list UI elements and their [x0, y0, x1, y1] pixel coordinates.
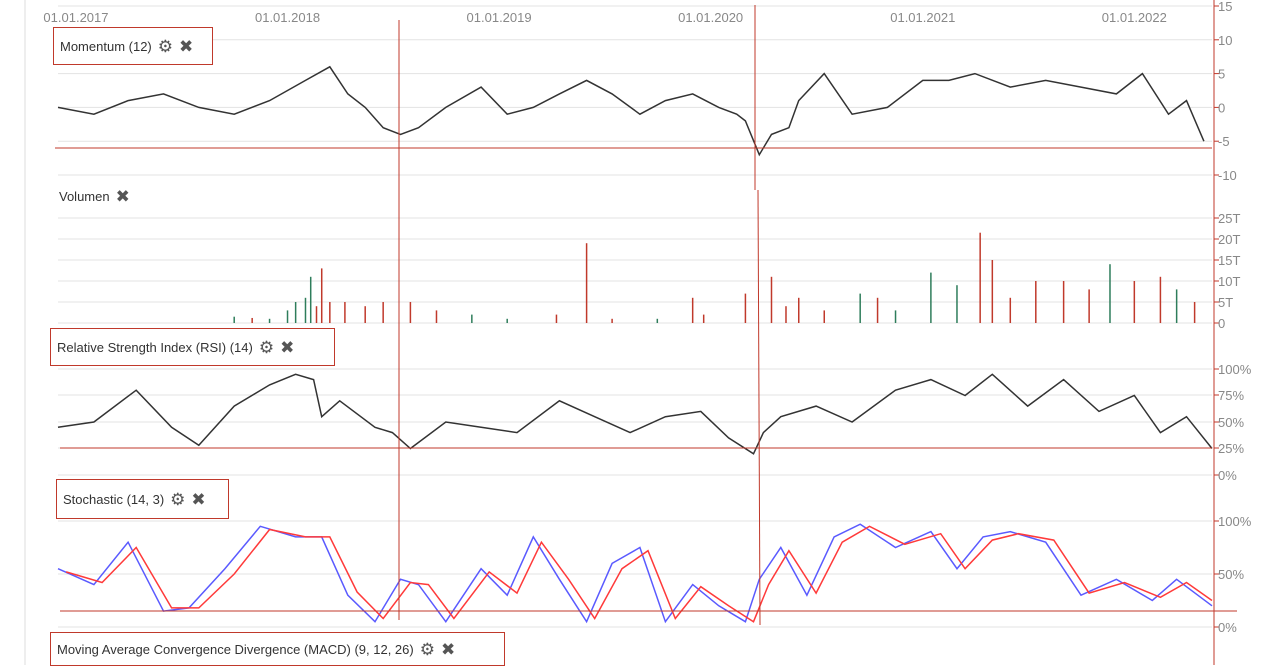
y-tick-label: 5T [1218, 295, 1233, 310]
y-tick-label: 100% [1218, 514, 1252, 529]
y-tick-label: 50% [1218, 415, 1244, 430]
close-icon[interactable]: ✖ [115, 186, 130, 206]
y-tick-label: 25% [1218, 441, 1244, 456]
close-icon[interactable]: ✖ [191, 489, 206, 509]
y-tick-label: 0 [1218, 316, 1225, 331]
y-tick-label: 5 [1218, 67, 1225, 82]
momentum-panel-header: Momentum (12) ⚙ ✖ [53, 27, 213, 65]
close-icon[interactable]: ✖ [280, 337, 295, 357]
close-icon[interactable]: ✖ [179, 36, 194, 56]
y-tick-label: 25T [1218, 211, 1240, 226]
gear-icon[interactable]: ⚙ [419, 639, 435, 659]
stochastic-k-line [57, 523, 1213, 624]
volume-panel-header: Volumen ✖ [59, 186, 130, 206]
x-tick-label: 01.01.2017 [43, 10, 108, 25]
y-tick-label: -5 [1218, 134, 1230, 149]
y-tick-label: 0% [1218, 620, 1237, 635]
momentum-title: Momentum (12) [60, 38, 152, 54]
stochastic-panel-header: Stochastic (14, 3) ⚙ ✖ [56, 479, 229, 519]
y-tick-label: -10 [1218, 168, 1237, 183]
y-tick-label: 15T [1218, 253, 1240, 268]
close-icon[interactable]: ✖ [440, 639, 456, 659]
rsi-panel-header: Relative Strength Index (RSI) (14) ⚙ ✖ [50, 328, 335, 366]
x-tick-label: 01.01.2019 [467, 10, 532, 25]
macd-panel-header: Moving Average Convergence Divergence (M… [50, 632, 505, 666]
y-tick-label: 0 [1218, 100, 1225, 115]
momentum-line [57, 65, 1205, 157]
macd-title: Moving Average Convergence Divergence (M… [57, 641, 414, 657]
volume-title: Volumen [59, 188, 110, 204]
gear-icon[interactable]: ⚙ [258, 337, 275, 357]
y-tick-label: 20T [1218, 232, 1240, 247]
gear-icon[interactable]: ⚙ [157, 36, 173, 56]
gear-icon[interactable]: ⚙ [170, 489, 186, 509]
y-tick-label: 10 [1218, 33, 1232, 48]
y-tick-label: 75% [1218, 388, 1244, 403]
rsi-title: Relative Strength Index (RSI) (14) [57, 339, 253, 355]
y-tick-label: 50% [1218, 567, 1244, 582]
stochastic-title: Stochastic (14, 3) [63, 491, 165, 507]
y-tick-label: 0% [1218, 468, 1237, 483]
x-tick-label: 01.01.2020 [678, 10, 743, 25]
y-tick-label: 100% [1218, 362, 1252, 377]
y-tick-label: 10T [1218, 274, 1240, 289]
annotation-line [757, 189, 761, 626]
x-tick-label: 01.01.2022 [1102, 10, 1167, 25]
y-tick-label: 15 [1218, 0, 1232, 14]
x-tick-label: 01.01.2021 [890, 10, 955, 25]
stochastic-d-line [65, 525, 1213, 623]
x-tick-label: 01.01.2018 [255, 10, 320, 25]
rsi-line [57, 373, 1213, 455]
